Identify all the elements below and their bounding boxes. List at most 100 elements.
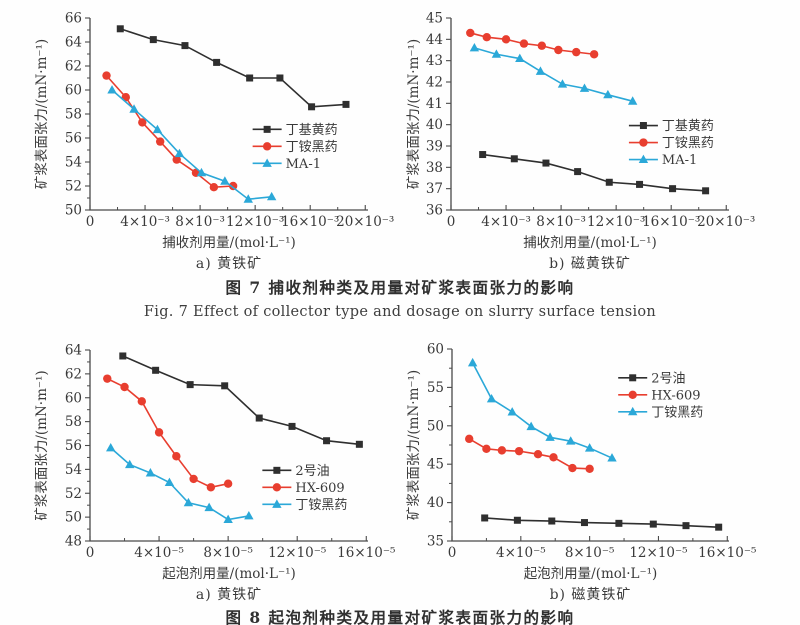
x-tick-label: 4×10⁻³ (120, 214, 170, 230)
marker-square-icon (355, 440, 363, 448)
marker-circle-icon (514, 446, 524, 456)
series-line-丁基黄药 (120, 28, 347, 108)
marker-circle-icon (537, 41, 547, 50)
y-tick-label: 55 (427, 380, 444, 396)
marker-circle-icon (628, 390, 637, 399)
x-tick-label: 0 (86, 545, 95, 561)
y-tick-label: 39 (426, 139, 443, 155)
marker-triangle-icon (507, 407, 517, 416)
legend-label: 丁铵黑药 (295, 498, 347, 513)
y-tick-label: 54 (65, 155, 82, 171)
marker-triangle-icon (243, 194, 253, 203)
marker-square-icon (513, 516, 521, 524)
marker-square-icon (702, 187, 710, 195)
marker-square-icon (636, 180, 644, 188)
marker-square-icon (288, 422, 296, 430)
x-tick-label: 8×10⁻⁵ (565, 545, 615, 561)
marker-square-icon (255, 414, 263, 422)
x-tick-label: 4×10⁻⁵ (134, 545, 184, 561)
y-tick-label: 48 (65, 534, 82, 550)
legend-label: MA-1 (286, 157, 321, 172)
marker-square-icon (149, 36, 157, 44)
marker-circle-icon (501, 35, 511, 44)
series-line-2号油 (484, 517, 719, 528)
y-tick-label: 40 (427, 495, 444, 511)
marker-circle-icon (589, 50, 599, 59)
marker-circle-icon (272, 483, 282, 492)
marker-square-icon (308, 103, 316, 111)
series-line-MA-1 (474, 47, 633, 102)
y-tick-label: 58 (65, 414, 82, 430)
chart-pyrrhotite-frother: 0 4×10⁻⁵ 8×10⁻⁵ 12×10⁻⁵ 16×10⁻⁵ 35 40 45 50 55 60 起… (400, 333, 800, 605)
x-tick-label: 8×10⁻³ (175, 214, 225, 230)
marker-circle-icon (189, 474, 198, 484)
y-tick-label: 56 (65, 438, 82, 454)
marker-triangle-icon (607, 453, 617, 462)
y-tick-label: 60 (427, 342, 444, 358)
marker-square-icon (273, 466, 281, 474)
x-tick-label: 16×10⁻⁵ (337, 545, 395, 561)
marker-circle-icon (223, 479, 233, 488)
y-tick-label: 66 (65, 11, 82, 27)
x-tick-label: 20×10⁻³ (336, 214, 394, 230)
marker-triangle-icon (164, 477, 175, 487)
marker-circle-icon (120, 382, 129, 392)
marker-circle-icon (465, 434, 474, 444)
legend-label: 丁铵黑药 (286, 140, 338, 155)
series-line-2号油 (122, 355, 360, 446)
y-tick-label: 62 (65, 59, 82, 75)
marker-triangle-icon (566, 436, 576, 445)
marker-triangle-icon (638, 154, 649, 164)
chart-svg-pyrite-collector: 0 4×10⁻³ 8×10⁻³ 12×10⁻³16×10⁻³20×10⁻³ 50 52 54… (34, 11, 394, 273)
y-tick-label: 60 (65, 83, 82, 99)
y-tick-label: 45 (427, 457, 444, 473)
chart-svg-pyrrhotite-collector: 0 4×10⁻³ 8×10⁻³ 12×10⁻³16×10⁻³20×10⁻³ 36 37 38… (406, 11, 755, 273)
y-tick-label: 45 (426, 11, 443, 27)
marker-triangle-icon (244, 511, 254, 520)
y-tick-label: 62 (65, 366, 82, 382)
marker-square-icon (629, 374, 637, 382)
marker-circle-icon (155, 137, 165, 146)
x-tick-label: 0 (447, 214, 456, 230)
marker-square-icon (342, 100, 350, 108)
series-line-MA-1 (111, 89, 272, 201)
marker-triangle-icon (220, 176, 230, 185)
x-tick-label: 16×10⁻⁵ (698, 545, 756, 561)
marker-triangle-icon (174, 148, 185, 158)
marker-square-icon (116, 25, 124, 33)
x-tick-label: 0 (448, 545, 457, 561)
x-axis-label: 捕收剂用量/(mol·L⁻¹) (523, 235, 657, 251)
marker-square-icon (221, 382, 229, 390)
marker-square-icon (119, 352, 127, 360)
marker-square-icon (669, 185, 677, 193)
marker-square-icon (186, 381, 194, 389)
x-axis-label: 起泡剂用量/(mol·L⁻¹) (162, 566, 296, 582)
chart-svg-pyrite-frother: 0 4×10⁻⁵ 8×10⁻⁵ 12×10⁻⁵ 16×10⁻⁵ 48 50 52 54 56 58 6… (34, 343, 395, 604)
series-line-丁铵黑药 (471, 362, 613, 459)
marker-circle-icon (533, 450, 543, 459)
marker-triangle-icon (129, 104, 139, 113)
marker-triangle-icon (107, 85, 117, 94)
x-tick-label: 4×10⁻³ (481, 214, 531, 230)
marker-triangle-icon (262, 158, 272, 167)
y-tick-label: 41 (426, 96, 443, 112)
marker-circle-icon (639, 138, 648, 147)
y-tick-label: 35 (427, 534, 444, 550)
figure7-caption: 图 7 捕收剂种类及用量对矿浆表面张力的影响 Fig. 7 Effect of … (0, 276, 800, 320)
marker-square-icon (479, 151, 487, 159)
y-tick-label: 38 (426, 160, 443, 176)
y-axis-label: 矿浆表面张力/(mN·m⁻¹) (34, 370, 50, 520)
marker-triangle-icon (486, 394, 497, 403)
marker-square-icon (580, 519, 588, 527)
axes (89, 18, 368, 211)
legend-label: 丁铵黑药 (651, 405, 703, 420)
marker-triangle-icon (545, 432, 555, 441)
marker-triangle-icon (272, 499, 282, 508)
marker-square-icon (263, 125, 271, 133)
x-axis-label: 起泡剂用量/(mol·L⁻¹) (524, 566, 658, 582)
marker-square-icon (276, 74, 284, 82)
marker-square-icon (615, 519, 623, 527)
chart-pyrrhotite-collector: 0 4×10⁻³ 8×10⁻³ 12×10⁻³ 16×10⁻³ 20×10⁻³ 36 37 38… (400, 0, 800, 273)
y-tick-label: 58 (65, 107, 82, 123)
x-tick-label: 12×10⁻³ (587, 214, 645, 230)
